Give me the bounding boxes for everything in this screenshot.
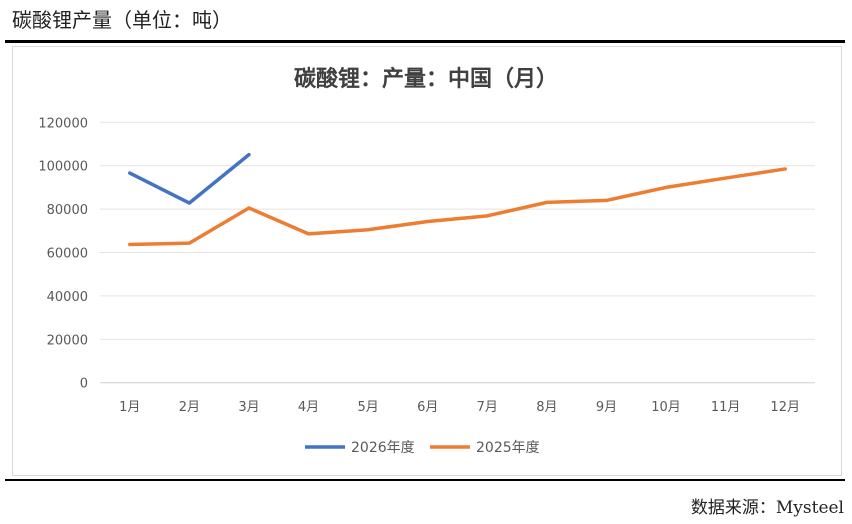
x-tick-label: 8月 [536, 400, 557, 415]
top-rule [5, 40, 845, 43]
x-tick-label: 7月 [477, 400, 498, 415]
x-tick-label: 11月 [711, 400, 741, 415]
source-note: 数据来源：Mysteel [690, 498, 844, 518]
series-line-2025年度 [128, 167, 787, 247]
bottom-rule [5, 479, 845, 481]
chart-title: 碳酸锂：产量：中国（月） [294, 66, 558, 92]
y-tick-label: 80000 [47, 203, 88, 218]
y-tick-label: 60000 [47, 247, 88, 262]
legend-label: 2026年度 [351, 440, 415, 456]
y-tick-label: 20000 [47, 333, 88, 348]
legend-label: 2025年度 [476, 440, 540, 456]
x-tick-label: 1月 [119, 400, 140, 415]
x-tick-label: 2月 [179, 400, 200, 415]
x-tick-label: 4月 [298, 400, 319, 415]
x-tick-label: 9月 [596, 400, 617, 415]
x-tick-label: 12月 [770, 400, 800, 415]
y-tick-label: 40000 [47, 290, 88, 305]
page-heading: 碳酸锂产量（单位：吨） [12, 8, 232, 32]
y-tick-label: 0 [80, 377, 88, 392]
series-line-2026年度 [128, 152, 251, 205]
x-tick-label: 3月 [238, 400, 259, 415]
x-tick-label: 6月 [417, 400, 438, 415]
y-tick-label: 120000 [38, 116, 88, 131]
y-tick-label: 100000 [38, 160, 88, 175]
x-tick-label: 10月 [651, 400, 681, 415]
chart-frame [12, 46, 842, 476]
x-tick-label: 5月 [357, 400, 378, 415]
